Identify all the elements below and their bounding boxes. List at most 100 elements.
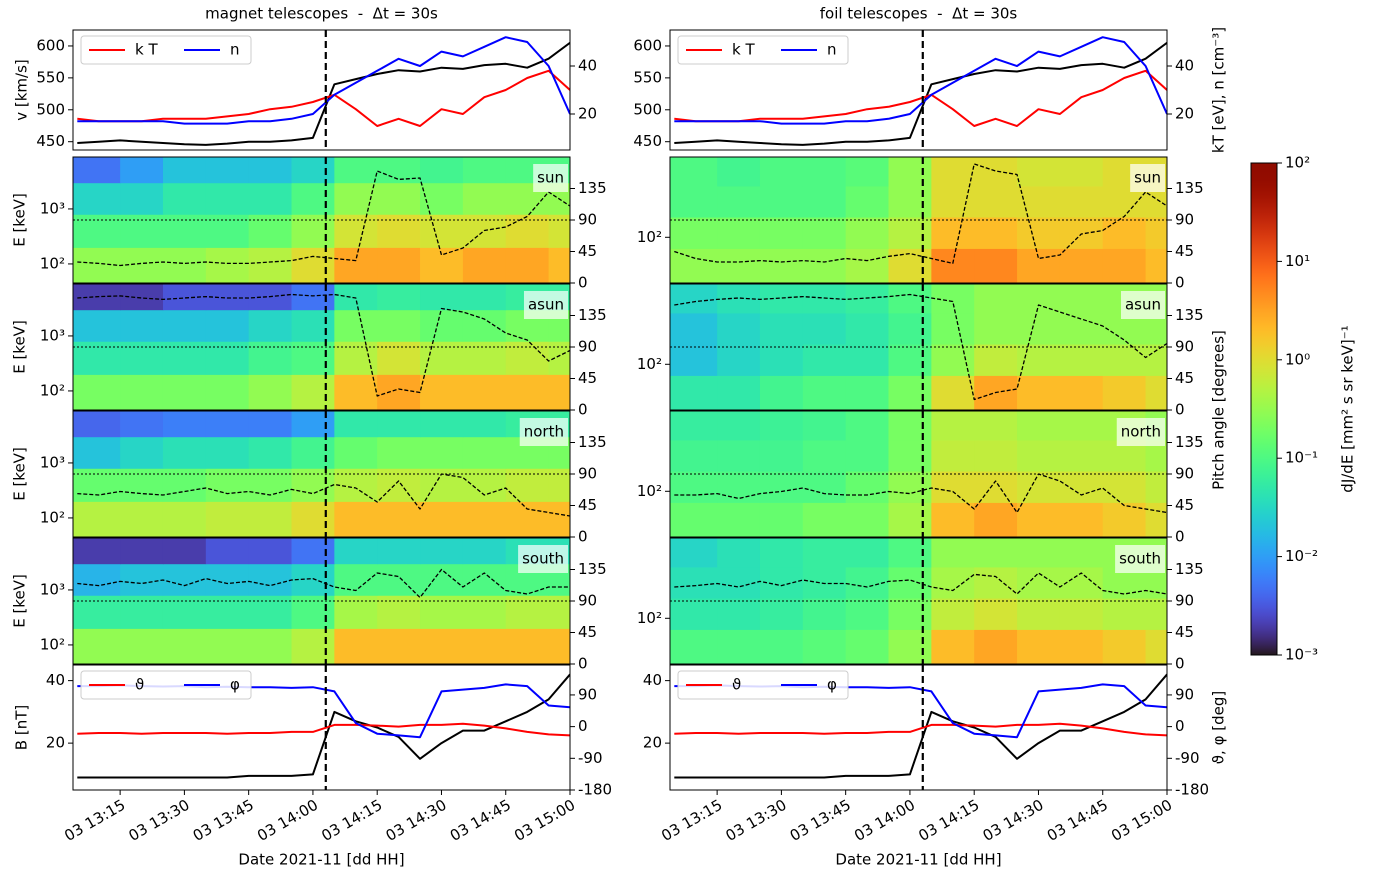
colorbar: 10⁻³ 10⁻² 10⁻¹ 10⁰ 10¹ 10² dJ/dE [mm² s sr keV… <box>1250 154 1357 664</box>
heatmap-cell <box>717 157 761 187</box>
y2-tick-label: 135 <box>578 306 607 324</box>
heatmap-cell <box>1017 598 1061 630</box>
heatmap-cell <box>717 344 761 376</box>
heatmap-cell <box>802 185 847 218</box>
heatmap-cell <box>120 538 164 565</box>
heatmap-cell <box>802 538 847 568</box>
heatmap-cell <box>931 217 975 249</box>
heatmap-cell <box>1059 629 1104 664</box>
heatmap-cell <box>205 182 250 215</box>
heatmap-cell <box>248 157 293 184</box>
heatmap-cell <box>205 247 250 283</box>
y-tick-label: 550 <box>633 68 662 86</box>
heatmap-cell <box>548 214 570 248</box>
heatmap-cell <box>759 566 804 599</box>
heatmap-cell <box>974 502 1018 537</box>
heatmap-cell <box>291 436 335 469</box>
legend-label: k T <box>732 41 755 59</box>
heatmap-cell <box>291 309 335 342</box>
heatmap-cell <box>845 284 890 314</box>
heatmap-cell <box>334 468 378 502</box>
heatmap-cell <box>377 538 421 565</box>
panel-label-box <box>1116 418 1165 446</box>
panel: 10² 10³ 0 45 90 135 E [keV] south <box>11 537 607 673</box>
heatmap-cell <box>1059 185 1104 218</box>
y2-tick-label: 0 <box>1175 528 1185 546</box>
heatmap-cell <box>377 501 421 537</box>
heatmap-cell <box>1017 312 1061 345</box>
heatmap-cell <box>73 411 121 438</box>
heatmap-cell <box>334 436 378 469</box>
heatmap-cell <box>888 598 932 630</box>
y2-tick-label: 90 <box>1175 592 1194 610</box>
heatmap-cell <box>120 309 164 342</box>
heatmap-cell <box>420 284 464 311</box>
y-tick-label: 450 <box>633 132 662 150</box>
panel-label: sun <box>537 169 564 187</box>
plot-area <box>73 157 570 283</box>
x-tick-label: 03 14:00 <box>851 796 918 845</box>
heatmap-cell <box>974 185 1018 218</box>
heatmap-cell <box>462 501 507 537</box>
heatmap-cell <box>120 468 164 502</box>
heatmap-cell <box>931 629 975 664</box>
heatmap-cell <box>420 501 464 537</box>
heatmap-cell <box>1145 566 1167 599</box>
y2-tick-label: 135 <box>578 179 607 197</box>
y2-tick-label: 90 <box>578 338 597 356</box>
y2-tick-label: 20 <box>1175 105 1194 123</box>
y-tick-label: 10³ <box>40 580 65 598</box>
heatmap-cell <box>1145 439 1167 472</box>
y2-tick-label: 90 <box>578 592 597 610</box>
heatmap-cell <box>73 309 121 342</box>
heatmap-cell <box>670 471 718 503</box>
heatmap-cell <box>670 248 718 283</box>
heatmap-cell <box>1145 312 1167 345</box>
heatmap-cell <box>291 538 335 565</box>
heatmap-cell <box>291 247 335 283</box>
heatmap-cell <box>717 538 761 568</box>
axes-frame <box>669 29 1168 151</box>
y-axis-label: E [keV] <box>11 447 29 501</box>
panel: 10² 0 45 90 135 north <box>637 410 1204 546</box>
heatmap-cell <box>291 595 335 629</box>
panel-label: north <box>1121 423 1161 441</box>
series-line <box>674 41 1167 146</box>
heatmap-cell <box>377 182 421 215</box>
heatmap-cell <box>845 502 890 537</box>
heatmap-cell <box>205 501 250 537</box>
heatmap-cell <box>162 309 207 342</box>
y2-axis-label: kT [eV], n [cm⁻³] <box>1210 27 1228 153</box>
heatmap-cell <box>670 411 718 441</box>
y2-tick-label: 90 <box>578 465 597 483</box>
heatmap-cell <box>377 214 421 248</box>
heatmap-cell <box>670 439 718 472</box>
y2-tick-label: 135 <box>1175 433 1204 451</box>
heatmap-cell <box>291 157 335 184</box>
heatmap-cell <box>845 471 890 503</box>
heatmap-cell <box>73 538 121 565</box>
series-line <box>674 163 1167 265</box>
heatmap-cell <box>931 566 975 599</box>
heatmap-cell <box>759 502 804 537</box>
heatmap-cell <box>248 374 293 410</box>
heatmap-cell <box>1017 439 1061 472</box>
heatmap-cell <box>759 217 804 249</box>
heatmap-cell <box>162 436 207 469</box>
heatmap-cell <box>802 157 847 187</box>
plot-area <box>670 284 1167 410</box>
series-line <box>77 722 570 737</box>
heatmap-cell <box>1145 344 1167 376</box>
heatmap-cell <box>1017 248 1061 283</box>
series-line <box>77 69 570 127</box>
heatmap-cell <box>377 595 421 629</box>
plot-area <box>670 538 1167 664</box>
heatmap-cell <box>759 157 804 187</box>
y-tick-label: 10² <box>637 355 662 373</box>
heatmap-cell <box>888 344 932 376</box>
heatmap-cell <box>670 217 718 249</box>
heatmap-cell <box>717 185 761 218</box>
y2-tick-label: 0 <box>1175 717 1185 735</box>
plot-area <box>670 157 1167 283</box>
